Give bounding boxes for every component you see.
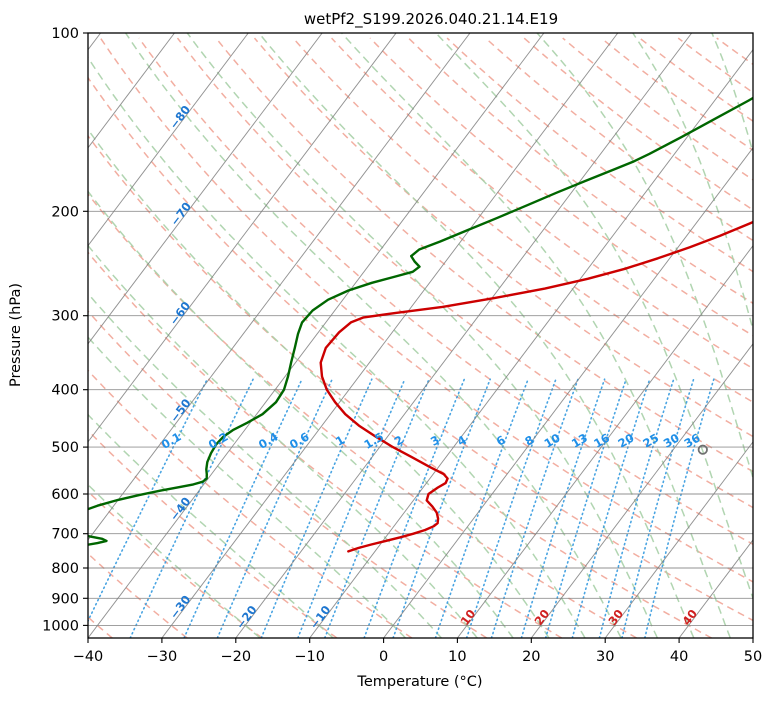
x-tick-label: 40	[670, 649, 688, 665]
y-axis-ticks: 100 200 300 400 500 600 700 800 900 1000	[42, 26, 88, 634]
mixing-ratio-label: 16	[591, 431, 612, 451]
profile-temperature	[319, 220, 753, 553]
mixing-ratio-label: 13	[569, 431, 590, 451]
x-tick-label: −30	[147, 649, 178, 665]
y-tick-label: 400	[51, 383, 79, 399]
y-tick-label: 200	[51, 204, 79, 220]
y-tick-label: 500	[51, 440, 79, 456]
plot-background	[88, 33, 753, 638]
plot-border	[87, 32, 754, 639]
mixing-ratio-label: 20	[616, 431, 637, 451]
mixing-ratio-label: 36	[682, 431, 703, 451]
y-axis-label: Pressure (hPa)	[8, 283, 24, 387]
y-tick-label: 300	[51, 309, 79, 325]
y-tick-label: 100	[51, 26, 79, 42]
x-tick-label: −20	[220, 649, 251, 665]
x-tick-label: 10	[448, 649, 466, 665]
mixing-ratio-label: 30	[661, 431, 682, 451]
mixing-ratio-label: 25	[640, 431, 661, 451]
pressure-gridlines	[88, 33, 753, 626]
x-tick-label: 0	[379, 649, 388, 665]
y-tick-label: 600	[51, 487, 79, 503]
mixing-ratio-lines	[88, 378, 715, 638]
y-tick-label: 1000	[42, 618, 79, 634]
x-axis-ticks: −40 −30 −20 −10 0 10 20 30 40 50	[73, 638, 762, 665]
x-tick-label: 30	[596, 649, 614, 665]
x-axis-label: Temperature (°C)	[356, 674, 482, 690]
page-title: wetPf2_S199.2026.040.21.14.E19	[304, 10, 558, 29]
x-tick-label: −10	[294, 649, 325, 665]
y-tick-label: 700	[51, 527, 79, 543]
y-tick-label: 900	[51, 591, 79, 607]
profile-dewpoint	[88, 96, 753, 546]
x-tick-label: 20	[522, 649, 540, 665]
y-tick-label: 800	[51, 561, 79, 577]
x-tick-label: 50	[744, 649, 762, 665]
sounding-profiles	[88, 96, 753, 553]
moist-adiabat-lines	[88, 33, 753, 638]
parcel-marker-circle	[697, 444, 708, 455]
x-tick-label: −40	[73, 649, 104, 665]
mixing-ratio-label: 10	[542, 431, 563, 451]
parcel-marker	[697, 444, 708, 455]
